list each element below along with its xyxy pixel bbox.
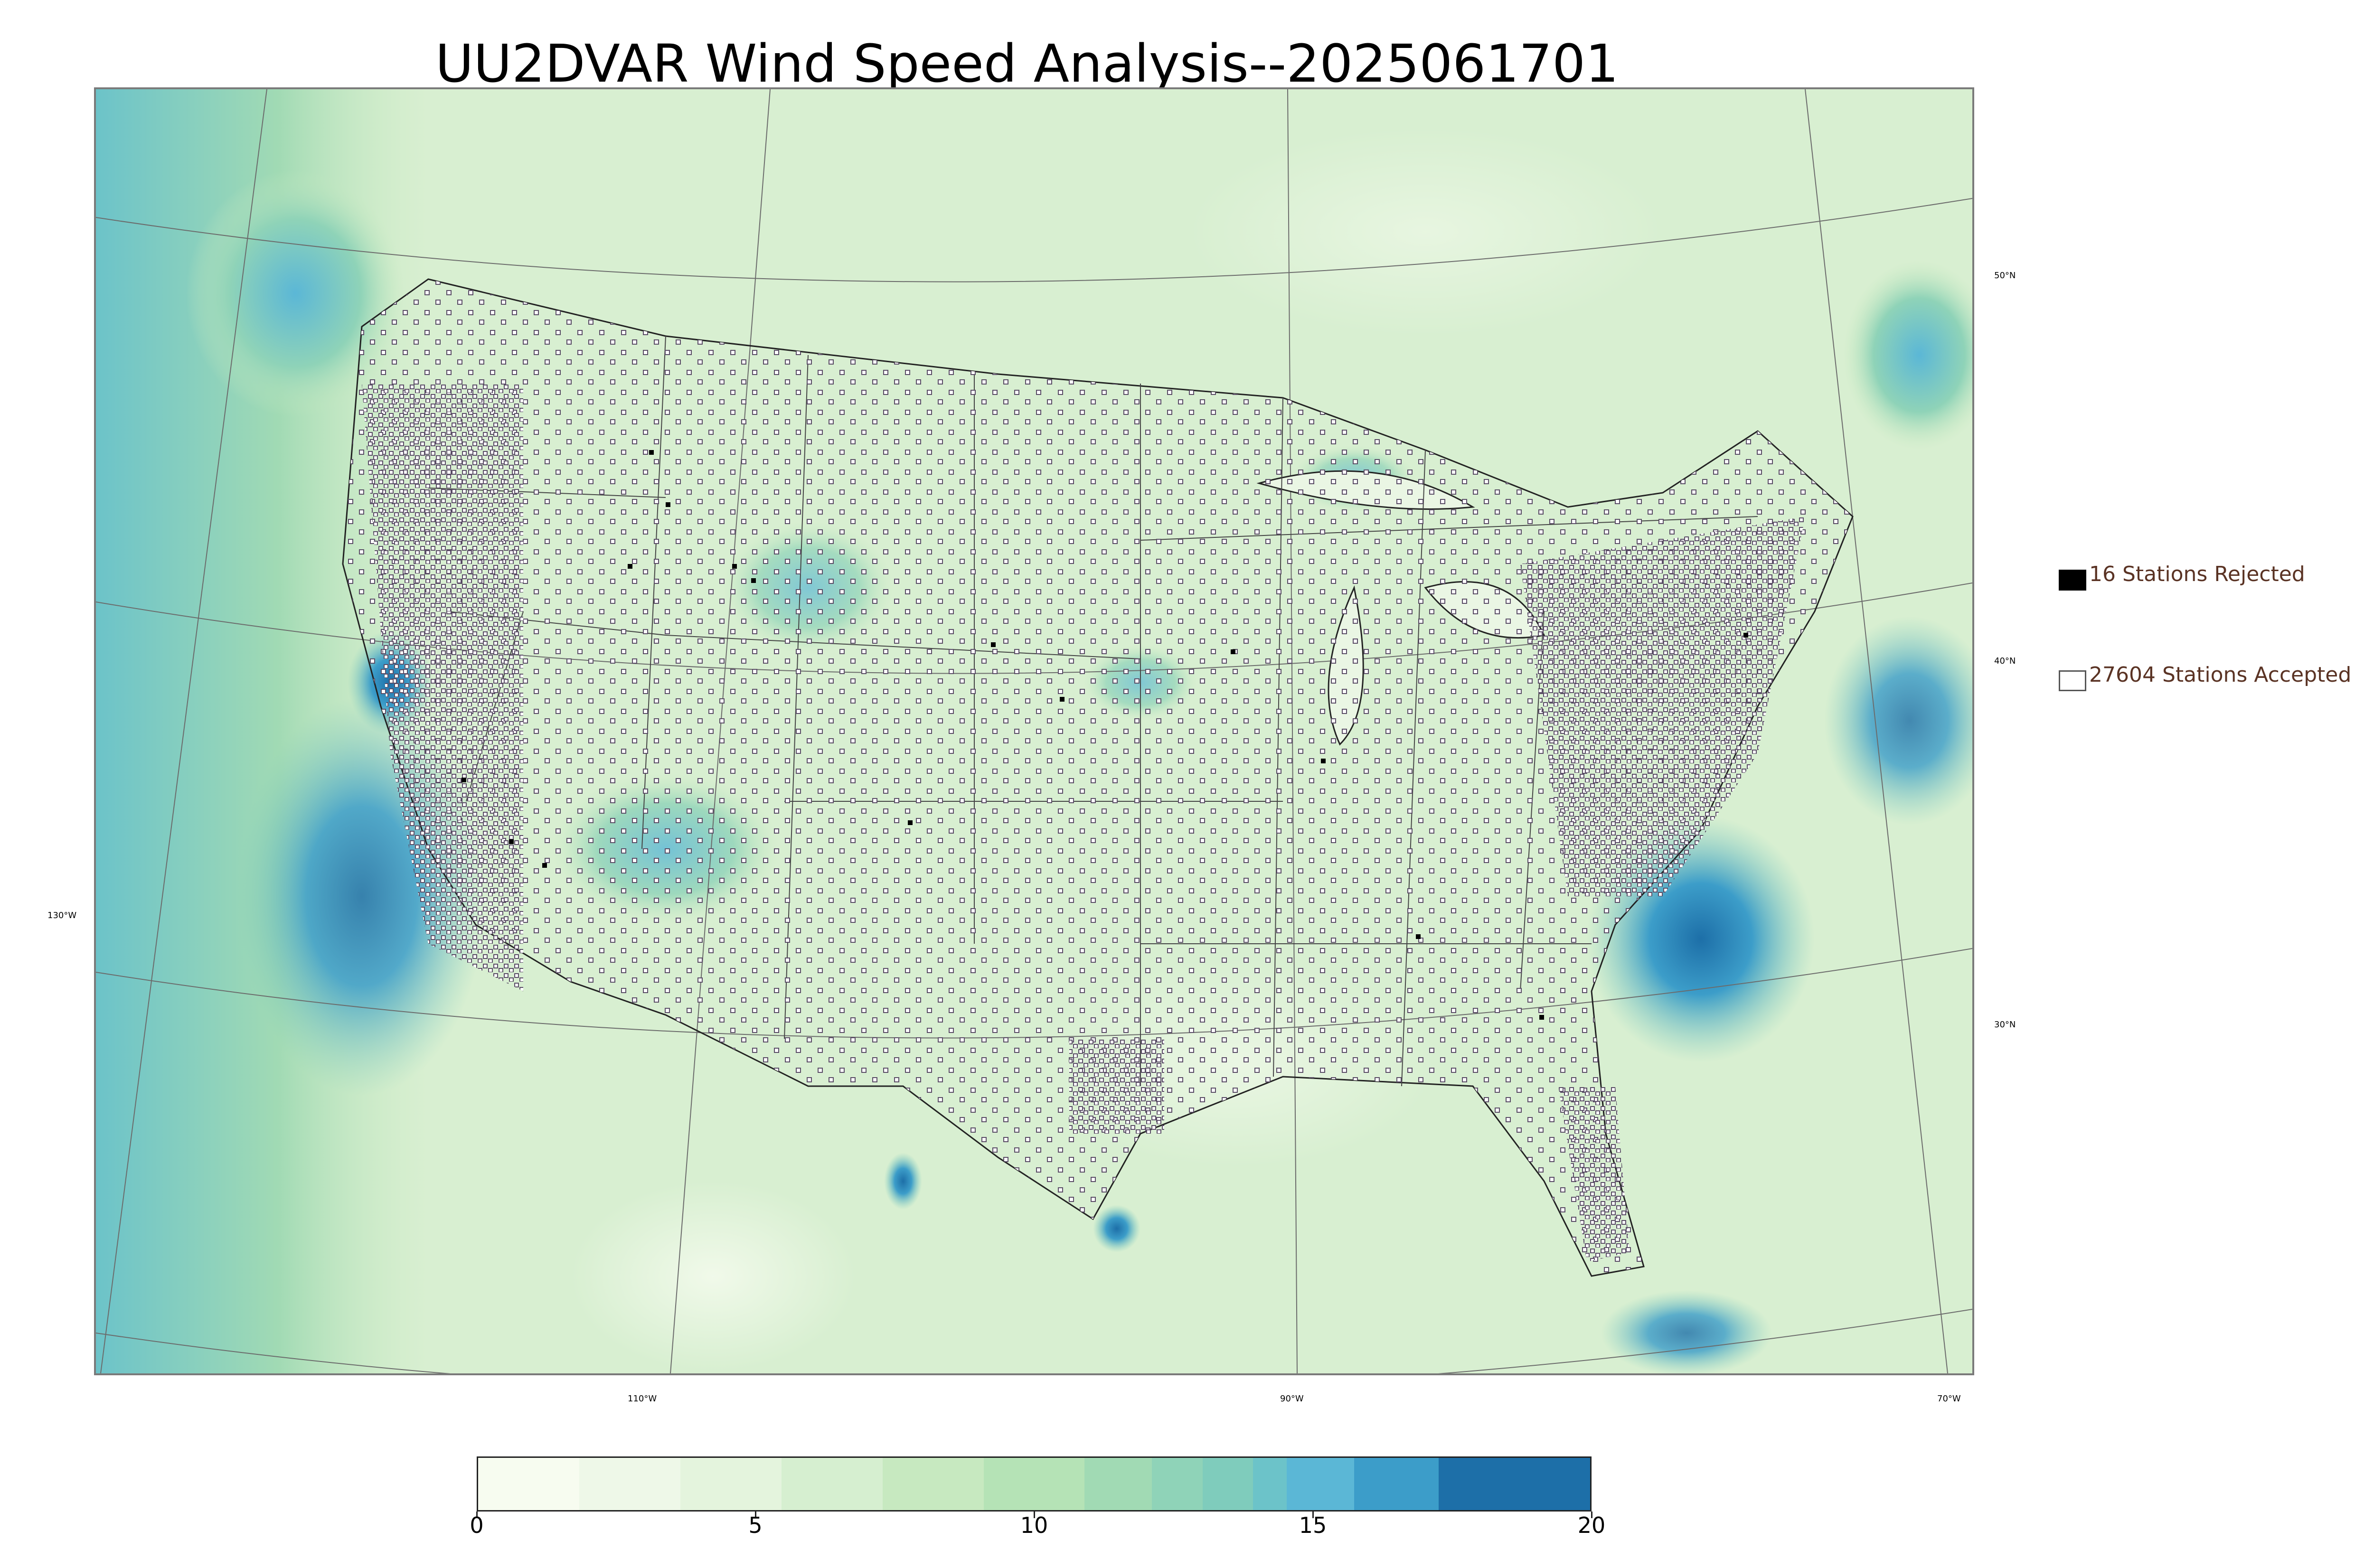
lat-label-50n: 50°N <box>1994 271 2016 281</box>
colorbar-segment <box>1287 1458 1355 1510</box>
lat-label-40n: 40°N <box>1994 656 2016 666</box>
accepted-swatch <box>2059 670 2086 691</box>
colorbar-tick <box>476 1512 478 1518</box>
lat-label-30n: 30°N <box>1994 1020 2016 1030</box>
colorbar-tick-label: 0 <box>470 1512 484 1538</box>
colorbar-segment <box>579 1458 680 1510</box>
colorbar-tick-label: 15 <box>1299 1512 1327 1538</box>
mexico-light-wind-area <box>571 1181 856 1371</box>
colorbar-segment <box>882 1458 984 1510</box>
colorbar-tick <box>1033 1512 1035 1518</box>
lon-label-90w: 90°W <box>1280 1394 1304 1404</box>
colorbar-segment <box>1253 1458 1287 1510</box>
colorbar-segment <box>680 1458 782 1510</box>
canada-light-wind-area <box>1188 127 1663 336</box>
colorbar-tick-label: 5 <box>748 1512 763 1538</box>
caribbean-wind-area <box>1601 1290 1772 1373</box>
lon-label-70w: 70°W <box>1937 1394 1961 1404</box>
wind-speed-colorbar <box>477 1456 1592 1512</box>
colorbar-segment <box>1438 1458 1590 1510</box>
colorbar-segment <box>1084 1458 1152 1510</box>
pacific-northwest-wind-area <box>186 170 405 417</box>
lon-label-130w: 130°W <box>47 911 77 920</box>
atlantic-east-wind-area <box>1824 616 1972 825</box>
gulf-wind-spot <box>1093 1205 1140 1252</box>
north-atlantic-wind-area <box>1843 260 1972 450</box>
map-canvas <box>96 89 1972 1373</box>
rejected-stations <box>462 450 1748 1020</box>
lon-label-110w: 110°W <box>628 1394 657 1404</box>
texas-wind-spot <box>884 1153 922 1210</box>
map-title: UU2DVAR Wind Speed Analysis--2025061701 <box>435 33 1619 94</box>
colorbar-segment <box>478 1458 579 1510</box>
wind-speed-map <box>94 87 1974 1375</box>
colorbar-segment <box>1354 1458 1439 1510</box>
colorbar-tick-label: 10 <box>1020 1512 1048 1538</box>
colorbar-segment <box>1152 1458 1203 1510</box>
colorbar-segment <box>781 1458 883 1510</box>
colorbar-tick <box>754 1512 756 1518</box>
accepted-stations <box>343 279 1853 1276</box>
colorbar-tick-label: 20 <box>1577 1512 1606 1538</box>
colorbar-tick <box>1312 1512 1314 1518</box>
rejected-swatch <box>2059 570 2086 591</box>
legend-rejected-label: 16 Stations Rejected <box>2089 562 2305 586</box>
legend-accepted-label: 27604 Stations Accepted <box>2089 663 2352 687</box>
colorbar-tick <box>1591 1512 1592 1518</box>
colorbar-segment <box>983 1458 1085 1510</box>
colorbar-segment <box>1202 1458 1253 1510</box>
